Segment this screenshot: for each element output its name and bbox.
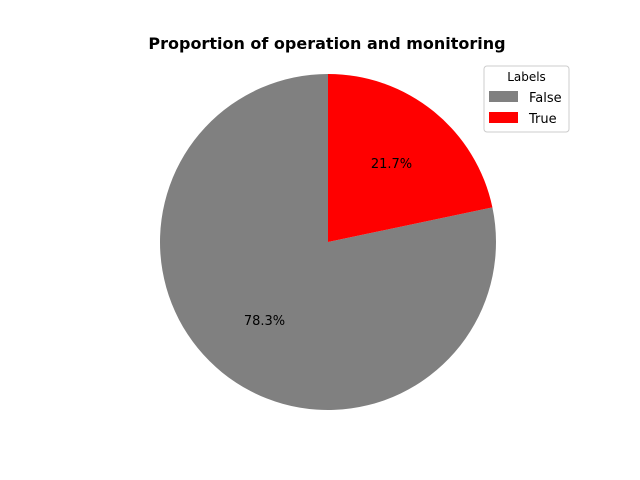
legend-swatch-false xyxy=(489,91,518,102)
legend-title: Labels xyxy=(507,70,546,84)
legend-label-false: False xyxy=(529,91,562,106)
percent-labels: 78.3% 21.7% xyxy=(244,157,412,329)
pie-slice-true xyxy=(328,74,493,242)
chart-title: Proportion of operation and monitoring xyxy=(148,34,505,53)
pct-label-false: 78.3% xyxy=(244,314,285,329)
legend: Labels False True xyxy=(483,65,570,133)
pie-group xyxy=(159,74,496,411)
pct-label-true: 21.7% xyxy=(371,157,412,172)
legend-swatch-true xyxy=(489,112,518,123)
legend-label-true: True xyxy=(528,112,557,127)
pie-slice-false xyxy=(159,74,496,411)
